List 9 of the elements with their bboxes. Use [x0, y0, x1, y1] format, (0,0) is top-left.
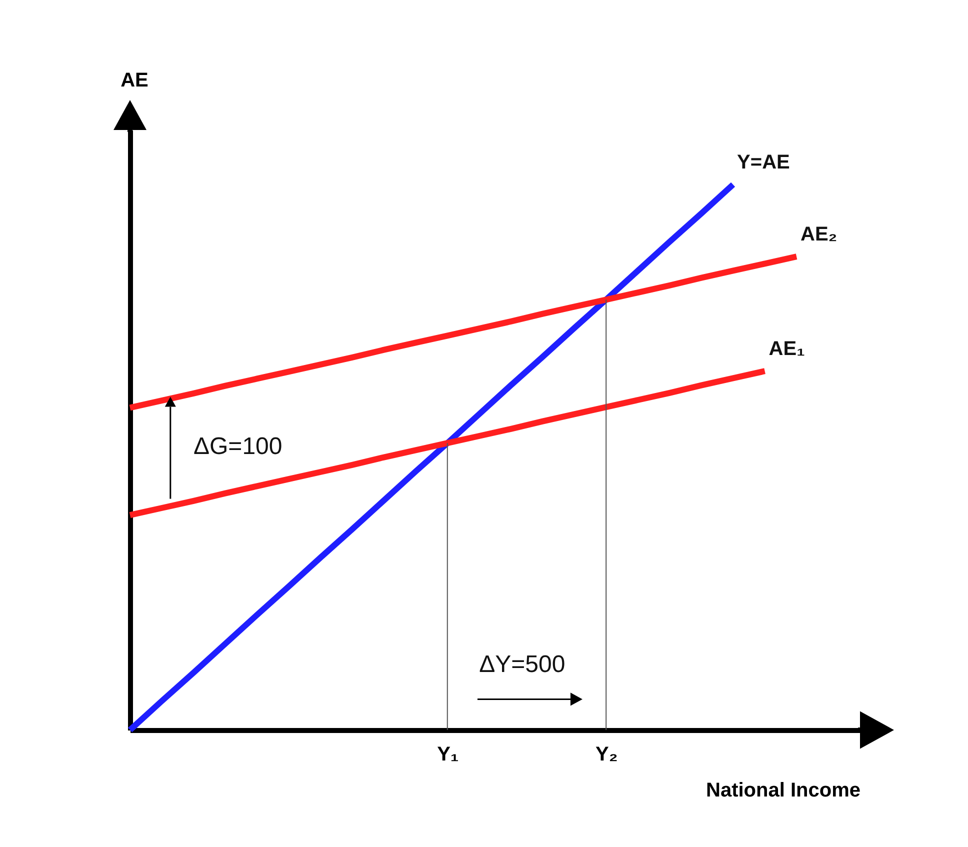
- series-label: AE₂: [800, 224, 838, 246]
- annotation: ΔG=100: [193, 432, 282, 460]
- series-label: Y=AE: [737, 152, 790, 174]
- x-axis-title: National Income: [706, 780, 860, 802]
- x-tick-label: Y₁: [437, 744, 459, 766]
- series-label: AE₁: [768, 338, 805, 360]
- y-axis-title: AE: [120, 70, 148, 92]
- x-tick-label: Y₂: [595, 744, 618, 766]
- annotation: ΔY=500: [479, 651, 566, 678]
